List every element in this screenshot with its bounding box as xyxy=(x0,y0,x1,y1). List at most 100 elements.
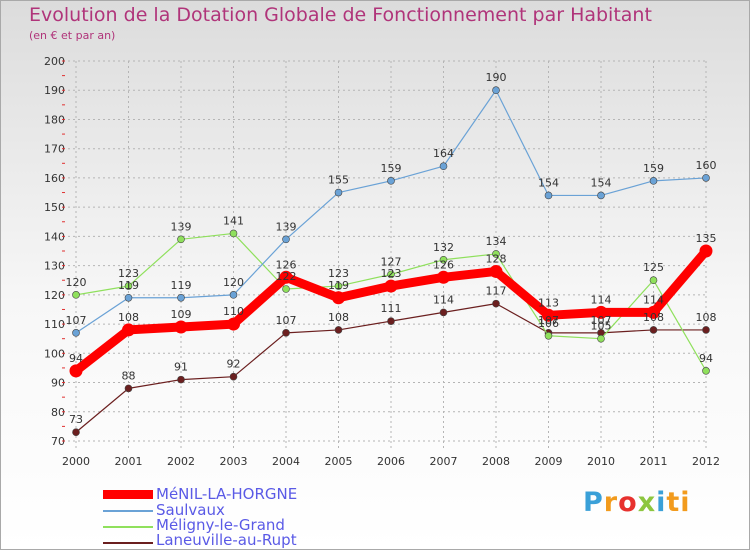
legend-label-laneuville: Laneuville-au-Rupt xyxy=(156,531,297,549)
data-label: 108 xyxy=(643,311,664,324)
data-label: 106 xyxy=(538,317,559,330)
data-point xyxy=(544,331,553,340)
data-label: 114 xyxy=(643,293,664,306)
data-label: 159 xyxy=(381,162,402,175)
data-label: 123 xyxy=(118,267,139,280)
x-tick-label: 2005 xyxy=(325,455,353,468)
data-point xyxy=(177,293,185,302)
data-label: 113 xyxy=(538,296,559,309)
x-tick-label: 2007 xyxy=(430,455,458,468)
y-tick-label: 90 xyxy=(51,377,65,390)
data-label: 160 xyxy=(696,159,717,172)
legend-swatch-meligny xyxy=(103,526,153,528)
data-label: 120 xyxy=(223,276,244,289)
data-label: 139 xyxy=(171,220,192,233)
data-point xyxy=(597,334,605,343)
axes: 7080901001101201301401501601701801902002… xyxy=(44,55,720,468)
data-point xyxy=(384,279,398,293)
data-label: 110 xyxy=(223,305,244,318)
x-tick-label: 2004 xyxy=(272,455,300,468)
data-label: 108 xyxy=(696,311,717,324)
x-tick-label: 2009 xyxy=(535,455,563,468)
data-point xyxy=(597,191,605,200)
x-tick-label: 2012 xyxy=(692,455,720,468)
data-label: 107 xyxy=(591,314,612,327)
y-tick-label: 120 xyxy=(44,289,65,302)
y-tick-label: 110 xyxy=(44,318,65,331)
data-point xyxy=(492,299,500,308)
data-label: 120 xyxy=(66,276,87,289)
data-point xyxy=(437,270,450,284)
data-point xyxy=(229,291,238,299)
data-point xyxy=(649,177,658,185)
data-point xyxy=(702,367,710,375)
data-label: 88 xyxy=(122,369,136,382)
data-label: 108 xyxy=(118,311,139,324)
data-point xyxy=(439,308,448,317)
data-point xyxy=(387,317,395,325)
data-label: 114 xyxy=(433,293,454,306)
data-label: 107 xyxy=(66,314,87,327)
data-point xyxy=(229,372,238,381)
legend-label-saulvaux: Saulvaux xyxy=(156,501,225,519)
data-label: 128 xyxy=(486,252,507,265)
data-label: 127 xyxy=(381,255,402,268)
data-label: 105 xyxy=(591,320,612,333)
data-point xyxy=(69,364,83,378)
y-tick-label: 150 xyxy=(44,201,65,214)
data-label: 139 xyxy=(276,220,297,233)
data-label: 122 xyxy=(276,270,297,283)
data-label: 154 xyxy=(591,176,612,189)
data-point xyxy=(544,191,553,200)
data-label: 159 xyxy=(643,162,664,175)
data-point xyxy=(72,329,80,337)
y-tick-label: 160 xyxy=(44,172,65,185)
y-tick-label: 80 xyxy=(51,406,65,419)
data-label: 132 xyxy=(433,241,454,254)
y-tick-label: 140 xyxy=(44,230,65,243)
data-label: 126 xyxy=(276,258,297,271)
data-label: 119 xyxy=(118,279,139,292)
data-point xyxy=(387,270,395,279)
data-point xyxy=(282,329,290,337)
data-label: 125 xyxy=(643,261,664,274)
legend-swatch-laneuville xyxy=(103,542,153,544)
x-tick-label: 2000 xyxy=(62,455,90,468)
data-point xyxy=(282,285,290,293)
data-label: 119 xyxy=(171,279,192,292)
data-label: 190 xyxy=(486,71,507,84)
data-point xyxy=(699,244,713,258)
data-point xyxy=(227,317,240,331)
data-point xyxy=(649,326,658,334)
data-label: 111 xyxy=(381,302,402,315)
y-tick-label: 180 xyxy=(44,113,65,126)
data-point xyxy=(542,308,555,322)
data-point xyxy=(492,86,500,95)
data-point xyxy=(594,305,608,319)
data-label: 107 xyxy=(276,314,297,327)
data-point xyxy=(439,255,448,264)
legend-label-menil: MéNIL-LA-HORGNE xyxy=(156,485,298,503)
x-tick-label: 2002 xyxy=(167,455,195,468)
x-tick-label: 2010 xyxy=(587,455,615,468)
data-label: 109 xyxy=(171,308,192,321)
legend-label-meligny: Méligny-le-Grand xyxy=(156,516,285,534)
data-point xyxy=(649,276,658,285)
data-point xyxy=(647,305,660,319)
data-label: 92 xyxy=(227,358,241,371)
data-label: 107 xyxy=(538,314,559,327)
data-label: 91 xyxy=(174,361,188,374)
data-point xyxy=(702,174,710,182)
data-point xyxy=(439,162,448,171)
data-label: 141 xyxy=(223,214,244,227)
data-point xyxy=(122,323,135,337)
x-tick-label: 2001 xyxy=(115,455,143,468)
data-point xyxy=(334,326,343,334)
data-label: 134 xyxy=(486,235,507,248)
data-label: 135 xyxy=(696,232,717,245)
x-tick-label: 2011 xyxy=(640,455,668,468)
y-tick-label: 200 xyxy=(44,55,65,68)
data-point xyxy=(124,293,133,302)
data-label: 114 xyxy=(591,293,612,306)
y-tick-label: 70 xyxy=(51,435,65,448)
